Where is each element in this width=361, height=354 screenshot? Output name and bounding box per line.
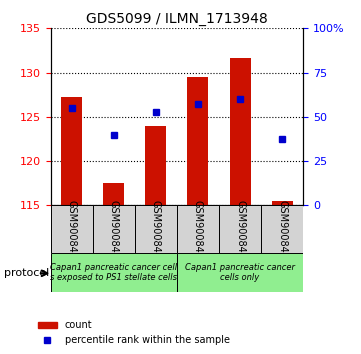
Text: GSM900844: GSM900844 <box>151 200 161 259</box>
Title: GDS5099 / ILMN_1713948: GDS5099 / ILMN_1713948 <box>86 12 268 26</box>
Bar <box>51 205 93 253</box>
Bar <box>187 77 208 205</box>
Bar <box>61 97 82 205</box>
Text: protocol: protocol <box>4 268 49 278</box>
Text: GSM900846: GSM900846 <box>235 200 245 259</box>
Text: GSM900847: GSM900847 <box>277 200 287 259</box>
Text: GSM900842: GSM900842 <box>66 200 77 259</box>
Text: Capan1 pancreatic cancer cell
s exposed to PS1 stellate cells: Capan1 pancreatic cancer cell s exposed … <box>50 263 177 282</box>
Bar <box>177 205 219 253</box>
Bar <box>135 205 177 253</box>
Bar <box>103 183 124 205</box>
Text: GSM900845: GSM900845 <box>193 200 203 259</box>
Text: GSM900843: GSM900843 <box>109 200 119 259</box>
Bar <box>177 253 303 292</box>
Bar <box>145 126 166 205</box>
Bar <box>93 205 135 253</box>
Bar <box>230 58 251 205</box>
Bar <box>51 253 177 292</box>
Bar <box>261 205 303 253</box>
Bar <box>271 201 293 205</box>
Text: Capan1 pancreatic cancer
cells only: Capan1 pancreatic cancer cells only <box>185 263 295 282</box>
Bar <box>219 205 261 253</box>
Legend: count, percentile rank within the sample: count, percentile rank within the sample <box>34 316 234 349</box>
